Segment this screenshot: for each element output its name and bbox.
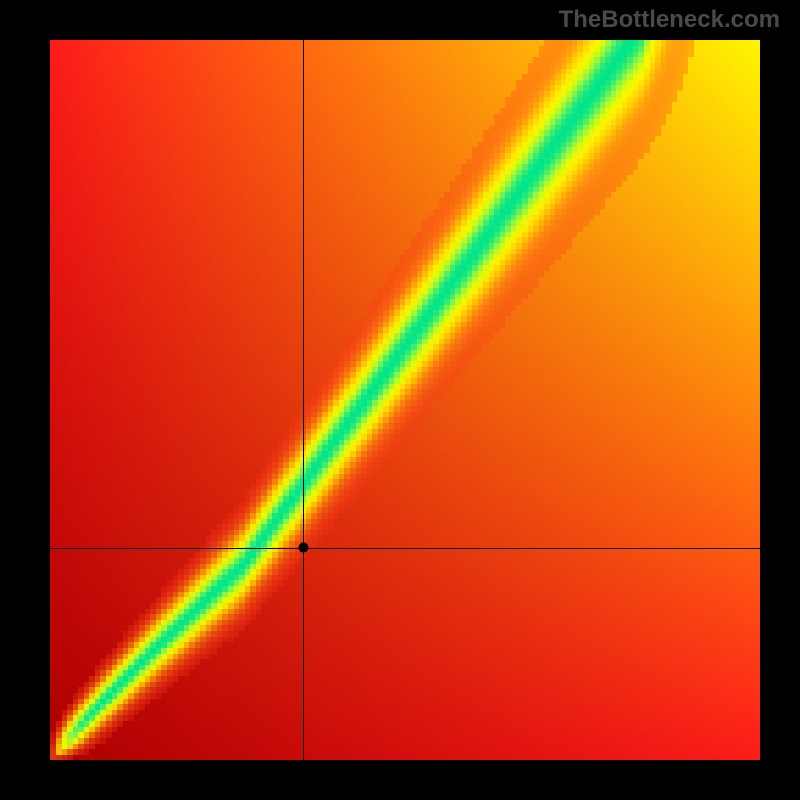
attribution-text: TheBottleneck.com [559, 6, 780, 34]
chart-container: TheBottleneck.com [0, 0, 800, 800]
heatmap-canvas [50, 40, 760, 760]
